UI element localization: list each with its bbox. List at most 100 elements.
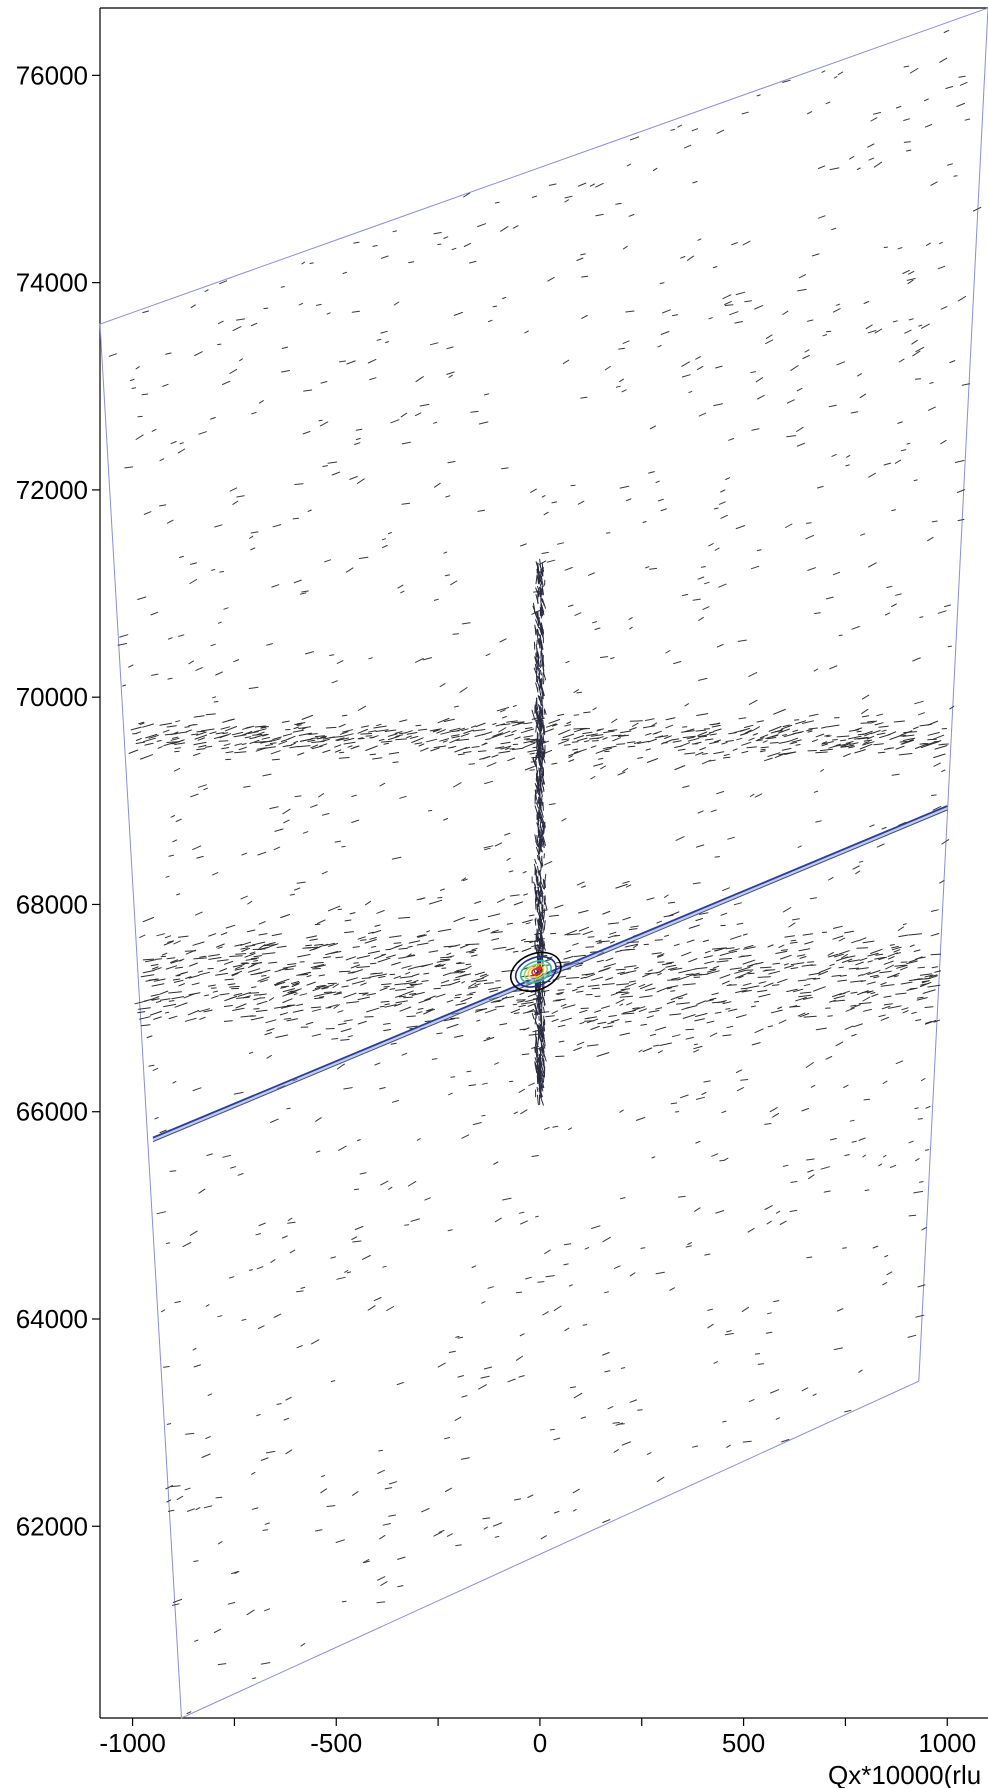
band-contour [582,731,593,735]
band-contour [521,1053,530,1056]
noise-contour [237,1173,244,1176]
noise-contour [234,1571,240,1574]
noise-contour [708,543,714,547]
noise-contour [653,1044,660,1047]
noise-contour [808,713,819,717]
band-contour [409,993,417,995]
band-contour [477,928,490,933]
noise-contour [273,1313,282,1318]
band-contour [755,739,763,742]
band-contour [188,974,200,979]
noise-contour [911,339,918,345]
noise-contour [851,1140,857,1143]
noise-contour [229,368,238,374]
band-contour [474,971,485,976]
noise-contour [289,893,295,896]
band-contour [769,742,779,744]
noise-contour [518,1375,525,1378]
noise-contour [711,1153,719,1157]
band-contour [264,746,276,749]
noise-contour [957,518,965,522]
noise-contour [628,617,633,620]
band-contour [728,984,737,986]
noise-contour [389,1481,398,1485]
noise-contour [529,769,535,771]
noise-contour [329,654,335,656]
band-contour [843,753,851,757]
noise-contour [251,411,257,415]
band-contour [423,972,430,975]
vertical-streak-contour [538,995,541,1001]
band-contour [292,1009,304,1013]
band-contour [551,1018,559,1022]
band-contour [638,1008,647,1012]
band-contour [259,979,269,983]
noise-contour [830,1138,837,1141]
band-contour [568,759,575,762]
band-contour [455,1002,467,1006]
band-contour [258,921,266,925]
band-contour [879,970,892,974]
band-contour [906,960,918,965]
band-contour [406,1025,418,1028]
noise-contour [688,390,693,394]
band-contour [505,747,510,750]
noise-contour [142,310,149,314]
band-contour [896,964,908,969]
noise-contour [917,712,925,716]
band-contour [159,990,169,995]
band-contour [698,735,708,738]
band-contour [151,996,160,1000]
noise-contour [332,983,340,988]
noise-contour [914,700,924,705]
noise-contour [401,441,411,445]
noise-contour [135,366,140,370]
vertical-streak-contour [541,585,544,596]
noise-contour [512,1003,518,1006]
band-contour [278,740,288,745]
band-contour [711,724,721,728]
vertical-streak-contour [531,1012,535,1020]
vertical-streak-contour [535,846,540,856]
noise-contour [813,668,819,672]
noise-contour [307,509,312,512]
band-contour [632,1007,640,1010]
noise-contour [964,118,971,121]
band-contour [675,993,688,999]
band-contour [757,989,768,993]
band-contour [285,991,297,996]
noise-contour [831,453,837,457]
noise-contour [273,846,281,851]
noise-contour [577,182,587,187]
band-contour [595,748,609,754]
noise-contour [372,245,378,247]
band-contour [624,948,636,951]
vertical-streak-contour [533,863,538,874]
noise-contour [315,1117,322,1122]
band-contour [381,953,387,956]
noise-contour [166,1499,172,1503]
band-contour [783,733,795,738]
band-contour [702,939,710,943]
band-contour [255,1009,268,1012]
band-contour [137,1011,146,1014]
noise-contour [833,308,841,313]
band-contour [459,971,466,974]
band-contour [802,720,814,724]
vertical-streak-contour [541,690,544,700]
band-contour [908,933,923,936]
noise-contour [516,1291,523,1294]
band-contour [821,743,828,747]
band-contour [521,947,532,952]
band-contour [500,730,511,736]
noise-contour [655,480,660,483]
noise-contour [808,1174,815,1180]
noise-contour [151,673,159,676]
band-contour [314,997,324,1000]
noise-contour [833,76,838,79]
band-contour [877,751,886,754]
band-contour [685,973,694,976]
noise-contour [852,865,860,870]
noise-contour [419,403,430,407]
band-contour [428,939,435,942]
